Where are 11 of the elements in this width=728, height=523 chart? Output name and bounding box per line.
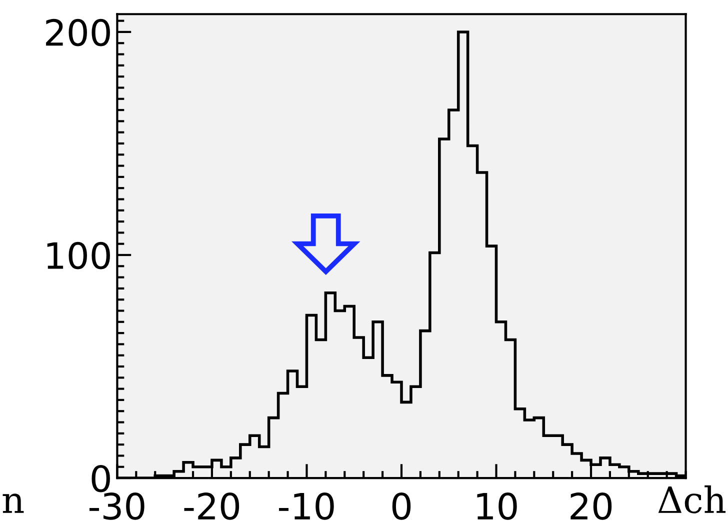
x-tick-label: 0: [392, 492, 411, 520]
y-tick-label: 200: [46, 18, 110, 46]
x-tick-label: -20: [184, 492, 240, 520]
x-tick-label: -10: [279, 492, 334, 520]
x-tick-label: 10: [477, 492, 517, 520]
y-tick-label: 0: [92, 464, 110, 492]
y-tick-label: 100: [47, 242, 110, 270]
x-tick-label: -30: [89, 492, 144, 520]
x-tick-label: 20: [570, 492, 612, 520]
text: n: [2, 494, 24, 513]
x-axis-title: Δch: [658, 485, 726, 514]
